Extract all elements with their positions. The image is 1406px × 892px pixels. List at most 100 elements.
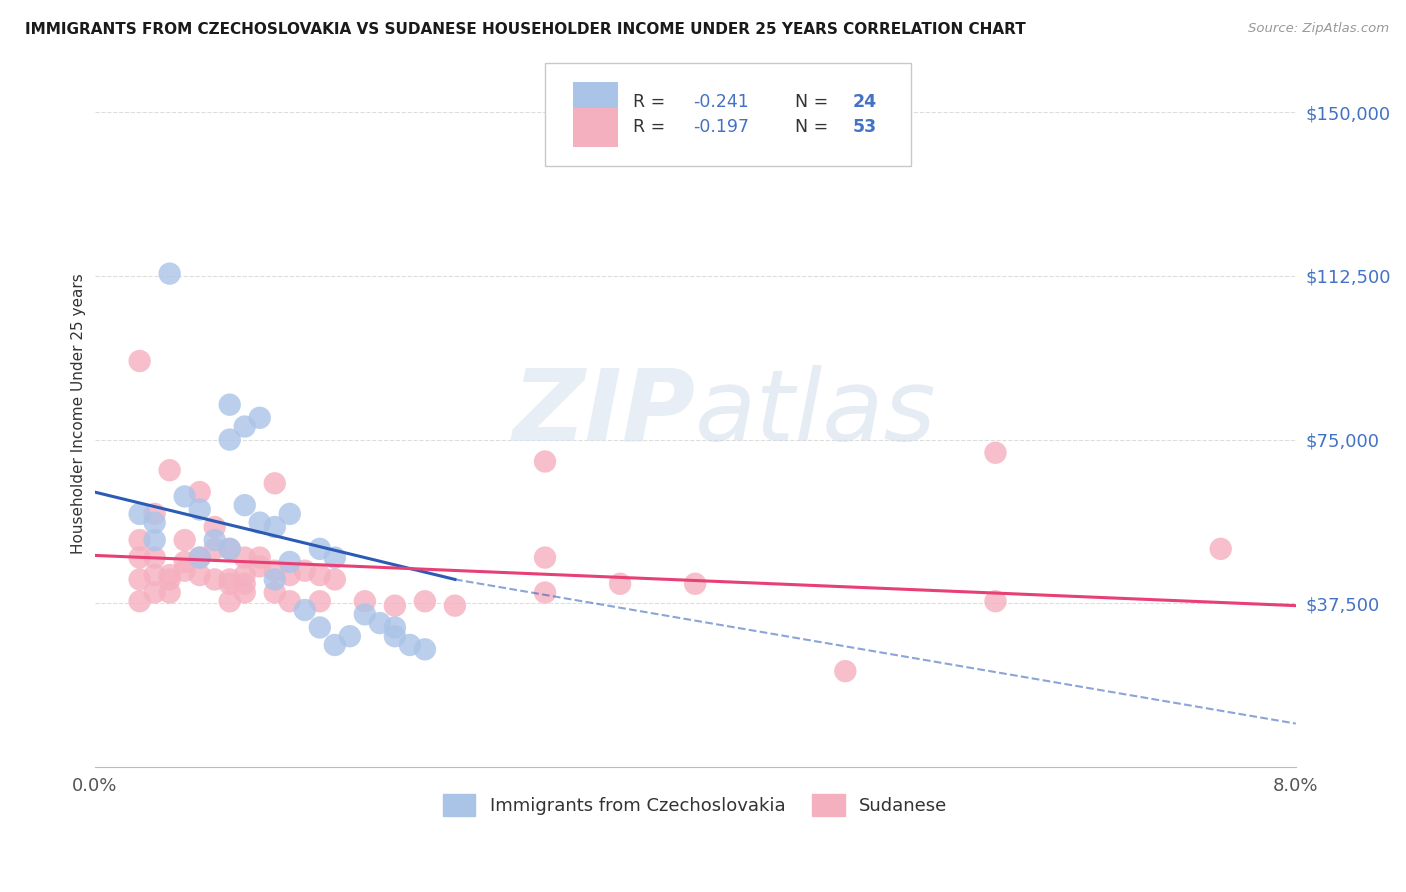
Point <box>323 573 346 587</box>
Point <box>323 550 346 565</box>
Point <box>159 463 181 477</box>
Point <box>143 533 166 548</box>
Point <box>143 585 166 599</box>
Point <box>834 664 856 678</box>
Point <box>204 520 226 534</box>
Text: R =: R = <box>633 118 671 136</box>
Point <box>233 498 256 512</box>
Point <box>188 550 211 565</box>
Point <box>323 638 346 652</box>
Point <box>368 616 391 631</box>
Point <box>218 541 240 556</box>
Point <box>143 550 166 565</box>
Point <box>308 620 330 634</box>
Point <box>384 629 406 643</box>
Y-axis label: Householder Income Under 25 years: Householder Income Under 25 years <box>72 273 86 554</box>
Point <box>278 507 301 521</box>
Point <box>353 594 375 608</box>
Point <box>143 516 166 530</box>
Point <box>399 638 422 652</box>
Point <box>128 594 150 608</box>
Text: ZIP: ZIP <box>512 365 695 462</box>
Point <box>128 573 150 587</box>
Point <box>534 454 557 468</box>
Point <box>984 594 1007 608</box>
Point <box>384 620 406 634</box>
FancyBboxPatch shape <box>546 63 911 166</box>
Point <box>159 568 181 582</box>
Point <box>204 573 226 587</box>
Point <box>173 490 195 504</box>
Point <box>278 594 301 608</box>
Point <box>173 533 195 548</box>
Point <box>413 594 436 608</box>
Point <box>218 576 240 591</box>
Point <box>159 573 181 587</box>
Point <box>128 507 150 521</box>
Point <box>159 585 181 599</box>
Point <box>188 568 211 582</box>
Point <box>263 564 285 578</box>
Point <box>249 410 271 425</box>
Point <box>218 541 240 556</box>
Point <box>1209 541 1232 556</box>
Text: N =: N = <box>794 93 834 111</box>
Point <box>159 267 181 281</box>
Point <box>263 476 285 491</box>
Text: -0.197: -0.197 <box>693 118 749 136</box>
Point <box>384 599 406 613</box>
Point <box>233 568 256 582</box>
Point <box>128 533 150 548</box>
Point <box>609 576 631 591</box>
Point <box>188 485 211 500</box>
Text: R =: R = <box>633 93 671 111</box>
Point <box>218 573 240 587</box>
Text: IMMIGRANTS FROM CZECHOSLOVAKIA VS SUDANESE HOUSEHOLDER INCOME UNDER 25 YEARS COR: IMMIGRANTS FROM CZECHOSLOVAKIA VS SUDANE… <box>25 22 1026 37</box>
Point <box>233 585 256 599</box>
Point <box>278 568 301 582</box>
Point <box>143 568 166 582</box>
Point <box>413 642 436 657</box>
Legend: Immigrants from Czechoslovakia, Sudanese: Immigrants from Czechoslovakia, Sudanese <box>433 785 956 825</box>
Point <box>444 599 467 613</box>
Point <box>353 607 375 622</box>
Point <box>278 555 301 569</box>
Point <box>534 550 557 565</box>
Point <box>263 520 285 534</box>
Point <box>204 533 226 548</box>
Point <box>233 419 256 434</box>
Point <box>308 594 330 608</box>
Point <box>173 564 195 578</box>
Point <box>308 541 330 556</box>
Point <box>143 507 166 521</box>
Point <box>683 576 706 591</box>
Point <box>128 550 150 565</box>
Point <box>173 555 195 569</box>
Point <box>218 594 240 608</box>
Text: atlas: atlas <box>695 365 936 462</box>
Point <box>294 564 316 578</box>
Point <box>218 398 240 412</box>
Point <box>294 603 316 617</box>
Text: N =: N = <box>794 118 834 136</box>
Point <box>128 354 150 368</box>
Point <box>249 516 271 530</box>
Point <box>534 585 557 599</box>
Bar <box>572 108 619 146</box>
Point <box>263 573 285 587</box>
Point <box>308 568 330 582</box>
Point <box>218 433 240 447</box>
Point <box>204 541 226 556</box>
Point <box>249 559 271 574</box>
Bar <box>572 82 619 121</box>
Point <box>233 550 256 565</box>
Point <box>249 550 271 565</box>
Point <box>263 585 285 599</box>
Point <box>339 629 361 643</box>
Text: 53: 53 <box>852 118 877 136</box>
Point <box>984 446 1007 460</box>
Point <box>188 550 211 565</box>
Point <box>233 576 256 591</box>
Text: 24: 24 <box>852 93 877 111</box>
Text: Source: ZipAtlas.com: Source: ZipAtlas.com <box>1249 22 1389 36</box>
